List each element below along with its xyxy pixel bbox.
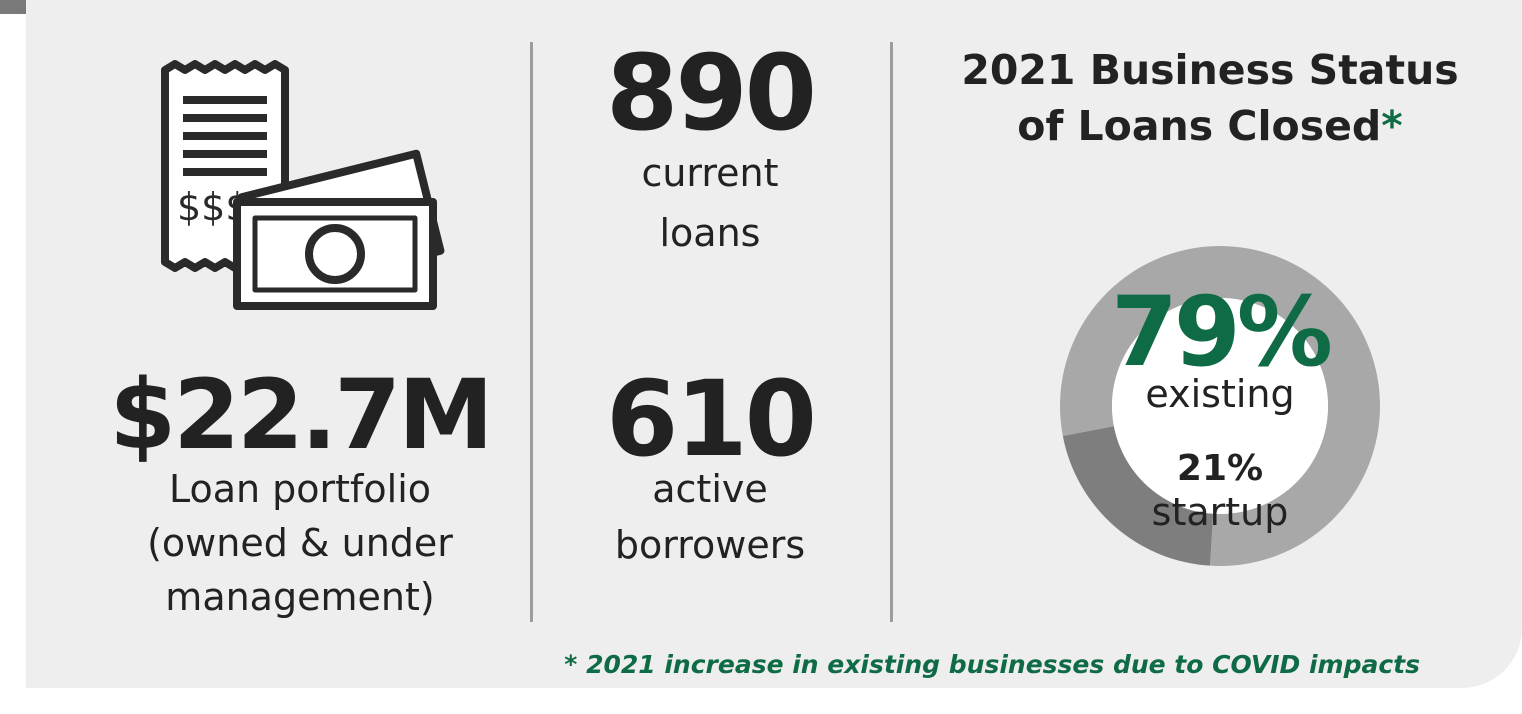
donut-slice-existing: [1060, 245, 1380, 566]
current-loans-label-line-2: loans: [659, 211, 761, 255]
slice-label-existing-name: existing: [1145, 372, 1295, 416]
column-divider-1: [530, 42, 533, 622]
donut-chart: [1060, 245, 1380, 566]
slice-label-existing-value: 79%: [1111, 276, 1333, 388]
money-icon: $$$: [161, 60, 445, 310]
chart-title-line-1: 2021 Business Status: [961, 46, 1459, 94]
donut-hole: [1112, 298, 1328, 514]
active-borrowers-value: 610: [605, 358, 817, 480]
slice-label-startup-value: 21%: [1176, 448, 1264, 489]
active-borrowers-label-line-2: borrowers: [614, 523, 806, 567]
portfolio-value: $22.7M: [109, 359, 493, 471]
chart-title-asterisk: *: [1381, 102, 1403, 150]
current-loans-label-line-1: current: [641, 151, 779, 195]
portfolio-label-line-1: Loan portfolio: [168, 467, 432, 511]
donut-slice-startup: [1062, 426, 1214, 566]
chart-title-line-2-text: of Loans Closed: [1017, 102, 1382, 150]
footnote: * 2021 increase in existing businesses d…: [564, 650, 1420, 679]
current-loans-value: 890: [605, 32, 817, 154]
chart-title: 2021 Business Status of Loans Closed*: [940, 42, 1480, 154]
portfolio-label-line-2: (owned & under: [147, 521, 453, 565]
slice-label-startup-name: startup: [1151, 490, 1289, 534]
portfolio-label-line-3: management): [165, 575, 435, 619]
column-divider-2: [890, 42, 893, 622]
banknotes-icon: [233, 149, 445, 310]
chart-title-line-2: of Loans Closed*: [940, 98, 1480, 154]
active-borrowers-label-line-1: active: [652, 467, 768, 511]
